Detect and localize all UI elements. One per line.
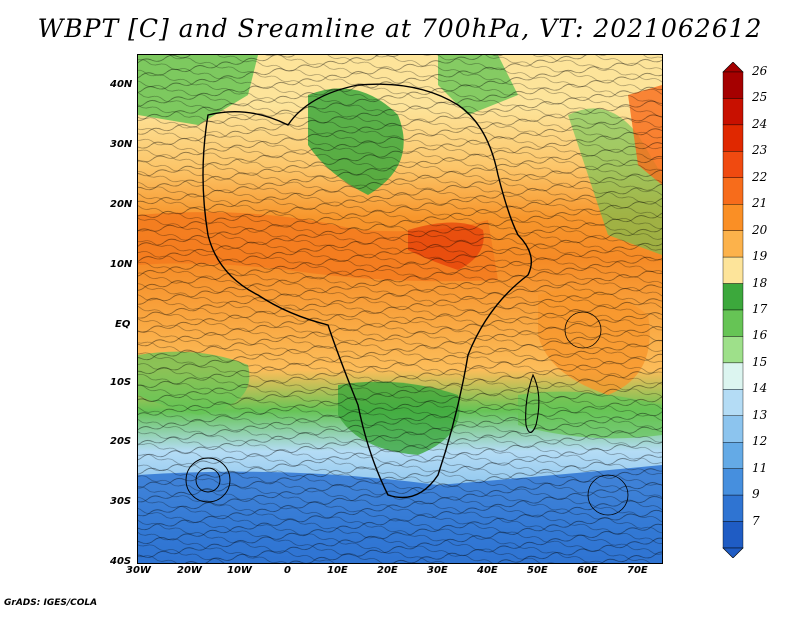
colorbar-top-arrow bbox=[722, 62, 744, 73]
colorbar-level-label: 25 bbox=[752, 90, 768, 105]
lat-label: 30N bbox=[110, 139, 133, 150]
colorbar-cell bbox=[722, 415, 744, 443]
lon-label: 20W bbox=[177, 565, 202, 576]
colorbar-cell bbox=[722, 230, 744, 258]
colorbar-cell bbox=[722, 362, 744, 390]
colorbar-level-label: 9 bbox=[752, 487, 760, 502]
lat-label: 20N bbox=[110, 199, 133, 210]
colorbar-level-label: 26 bbox=[752, 64, 768, 78]
colorbar-cell bbox=[722, 389, 744, 416]
footer-credit: GrADS: IGES/COLA bbox=[4, 598, 98, 608]
colorbar-level-label: 14 bbox=[752, 381, 768, 396]
colorbar-bottom-arrow bbox=[722, 547, 744, 558]
lat-label: EQ bbox=[115, 319, 131, 330]
colorbar-level-label: 22 bbox=[752, 169, 768, 184]
colorbar-level-label: 12 bbox=[752, 434, 768, 449]
colorbar-cell bbox=[722, 98, 744, 126]
map-title: WBPT [C] and Sreamline at 700hPa, VT: 20… bbox=[37, 14, 763, 43]
colorbar-level-label: 20 bbox=[752, 222, 768, 237]
lat-label: 20S bbox=[110, 436, 132, 447]
lat-label: 40S bbox=[110, 556, 132, 567]
colorbar-cell bbox=[722, 468, 744, 496]
lon-label: 20E bbox=[377, 565, 398, 576]
colorbar-level-label: 13 bbox=[752, 407, 768, 422]
lon-label: 10E bbox=[327, 565, 348, 576]
colorbar-cell bbox=[722, 256, 744, 284]
colorbar-cell bbox=[722, 177, 744, 205]
colorbar-level-label: 21 bbox=[752, 196, 768, 211]
colorbar-cell bbox=[722, 309, 744, 337]
lon-label: 70E bbox=[627, 565, 648, 576]
colorbar-level-label: 23 bbox=[752, 143, 768, 158]
lat-label: 30S bbox=[110, 496, 132, 507]
colorbar-level-label: 16 bbox=[752, 328, 768, 343]
lon-label: 30E bbox=[427, 565, 448, 576]
map-panel bbox=[137, 54, 663, 564]
lon-label: 0 bbox=[284, 565, 291, 576]
colorbar-cell bbox=[722, 442, 744, 469]
colorbar-level-label: 19 bbox=[752, 249, 768, 264]
colorbar-cell bbox=[722, 204, 744, 231]
lat-label: 40N bbox=[110, 79, 133, 90]
colorbar-level-label: 11 bbox=[752, 460, 768, 475]
colorbar-cell bbox=[722, 283, 744, 311]
lon-label: 50E bbox=[527, 565, 548, 576]
lat-label: 10N bbox=[110, 259, 133, 270]
colorbar-level-label: 15 bbox=[752, 354, 768, 369]
colorbar-cell bbox=[722, 521, 744, 549]
lon-label: 30W bbox=[126, 565, 151, 576]
colorbar-cell bbox=[722, 71, 744, 99]
colorbar-level-label: 7 bbox=[752, 513, 760, 528]
colorbar-cell bbox=[722, 494, 744, 522]
lon-label: 60E bbox=[577, 565, 598, 576]
lon-label: 40E bbox=[477, 565, 498, 576]
colorbar bbox=[722, 62, 744, 558]
colorbar-level-label: 17 bbox=[752, 302, 768, 316]
lon-label: 10W bbox=[227, 565, 252, 576]
colorbar-level-label: 18 bbox=[752, 275, 768, 290]
wbpt-field bbox=[138, 55, 662, 563]
lat-label: 10S bbox=[110, 377, 132, 388]
colorbar-cell bbox=[722, 151, 744, 178]
colorbar-cell bbox=[722, 124, 744, 152]
colorbar-level-label: 24 bbox=[752, 116, 768, 131]
colorbar-cell bbox=[722, 336, 744, 364]
